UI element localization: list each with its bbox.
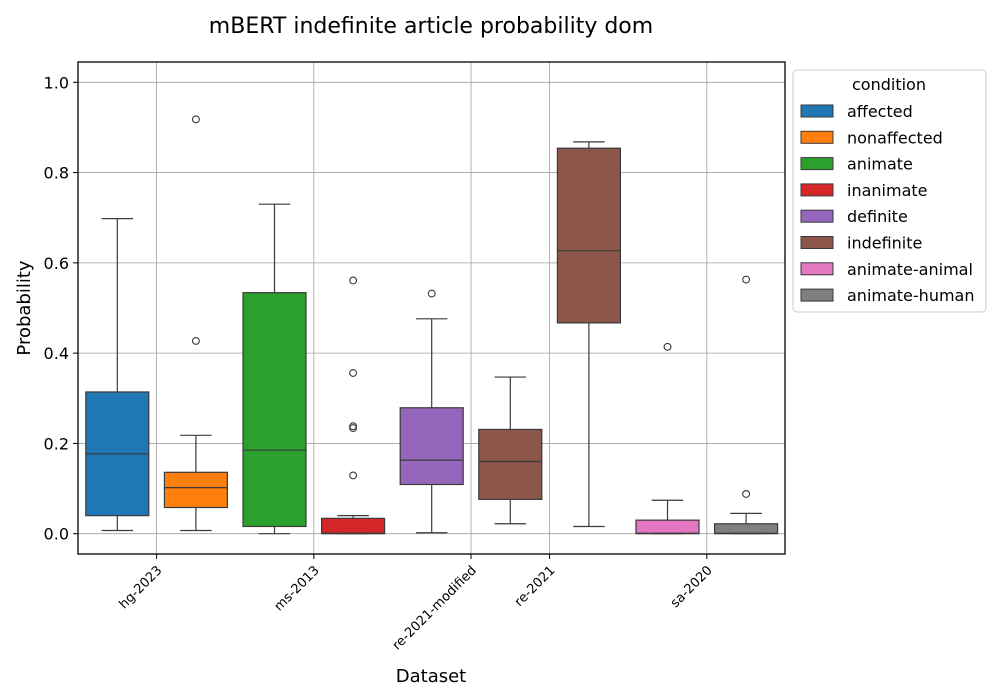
legend-item-definite: definite xyxy=(800,207,908,226)
x-tick-label: ms-2013 xyxy=(272,563,323,614)
y-tick-label: 0.2 xyxy=(44,434,69,453)
box-affected xyxy=(85,218,150,532)
legend-label: animate xyxy=(847,155,913,174)
box-iqr xyxy=(635,519,700,535)
legend-item-nonaffected: nonaffected xyxy=(800,128,943,147)
legend-swatch xyxy=(800,209,834,223)
legend-swatch xyxy=(800,130,834,144)
box-inanimate xyxy=(321,276,386,535)
y-tick-label: 1.0 xyxy=(44,73,69,92)
legend-label: affected xyxy=(847,102,913,121)
legend-frame xyxy=(792,69,987,313)
box-definite xyxy=(399,289,464,534)
box-iqr xyxy=(321,517,386,535)
legend-label: inanimate xyxy=(847,181,927,200)
box-iqr xyxy=(242,292,307,528)
x-tick-label: sa-2020 xyxy=(668,563,716,611)
legend-swatch xyxy=(800,104,834,118)
legend-swatch xyxy=(800,288,834,302)
y-tick-label: 0.6 xyxy=(44,254,69,273)
x-tick-label: re-2021-modified xyxy=(390,563,480,653)
legend-swatch xyxy=(800,262,834,276)
x-tick-label: hg-2023 xyxy=(116,563,165,612)
outlier-point xyxy=(742,490,751,498)
box-iqr xyxy=(399,407,464,486)
legend-swatch xyxy=(800,236,834,249)
box-iqr xyxy=(478,428,543,500)
outlier-point xyxy=(742,275,751,284)
outlier-point xyxy=(349,369,358,377)
legend-item-affected: affected xyxy=(800,102,913,121)
y-tick-label: 0.8 xyxy=(44,164,69,183)
x-tick-label: re-2021 xyxy=(512,563,559,610)
box-animate-human xyxy=(713,275,779,535)
outlier-point xyxy=(349,422,358,431)
outlier-point xyxy=(191,115,200,124)
x-axis-label: Dataset xyxy=(396,666,467,687)
legend-title: condition xyxy=(852,75,926,94)
box-layer xyxy=(85,115,779,535)
y-tick-label: 0.0 xyxy=(44,525,69,544)
legend-item-animate: animate xyxy=(800,155,913,174)
y-tick-label: 0.4 xyxy=(44,344,69,363)
box-iqr xyxy=(163,471,228,509)
legend-item-inanimate: inanimate xyxy=(800,181,927,200)
legend-label: indefinite xyxy=(847,234,922,253)
y-axis-label: Probability xyxy=(14,260,35,355)
outlier-point xyxy=(349,471,358,480)
box-iqr xyxy=(556,147,622,324)
box-iqr xyxy=(713,523,779,535)
legend: condition affected nonaffected animate inan… xyxy=(792,69,987,313)
legend-swatch xyxy=(800,157,834,171)
legend-label: nonaffected xyxy=(847,128,943,147)
legend-items: affected nonaffected animate inanimate defin… xyxy=(800,102,974,305)
legend-item-animate-human: animate-human xyxy=(800,286,974,305)
legend-label: animate-human xyxy=(847,286,974,305)
outlier-point xyxy=(191,337,200,345)
legend-label: definite xyxy=(847,207,908,226)
outlier-point xyxy=(427,289,436,298)
legend-label: animate-animal xyxy=(847,260,973,279)
outlier-point xyxy=(349,276,358,285)
box-indefinite xyxy=(478,376,543,525)
box-indefinite xyxy=(556,141,622,528)
box-animate xyxy=(242,203,307,535)
legend-item-animate-animal: animate-animal xyxy=(800,260,973,279)
legend-swatch xyxy=(800,183,834,197)
box-nonaffected xyxy=(163,115,228,532)
plot-area-frame xyxy=(77,61,786,555)
chart-title: mBERT indefinite article probability dom xyxy=(209,14,653,39)
box-animate-animal xyxy=(635,342,700,535)
legend-item-indefinite: indefinite xyxy=(800,234,922,253)
outlier-point xyxy=(663,342,672,351)
